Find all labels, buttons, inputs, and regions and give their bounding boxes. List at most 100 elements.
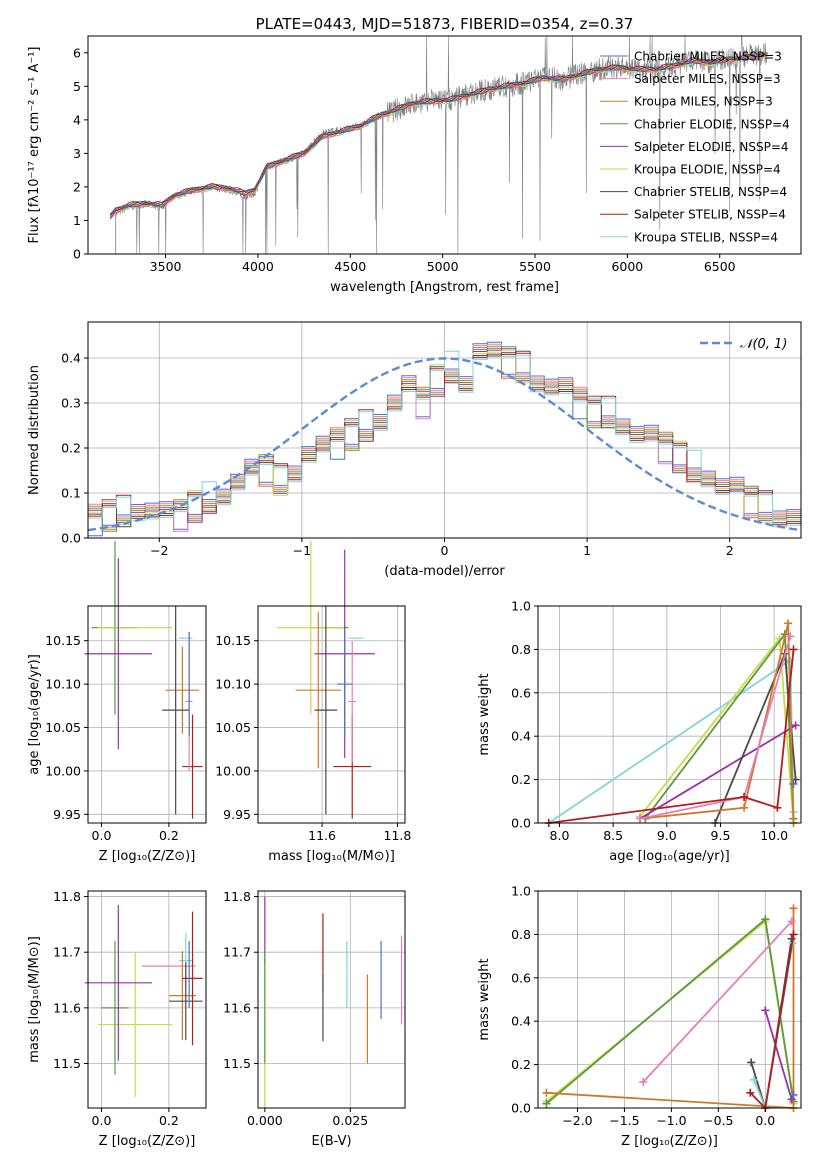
x-tick-label: 0.025 [332, 1113, 368, 1128]
y-tick-label: 0.2 [61, 441, 81, 456]
y-tick-label: 10.00 [45, 763, 81, 778]
weight-line [639, 623, 795, 824]
x-tick-label: 0.2 [159, 828, 179, 843]
weight-marker [747, 1058, 756, 1067]
x-tick-label: 9.5 [711, 828, 731, 843]
plot-area [87, 341, 802, 537]
panel-age-vs-mass: 11.6 11.8 9.95 10.00 10.05 10.10 10.15 mass [lo… [215, 540, 412, 864]
axes-frame [87, 321, 802, 539]
weight-marker [740, 792, 749, 801]
weight-marker [750, 1075, 759, 1084]
panel-residual-histogram: −2 −1 0 1 2 0.0 0.1 0.2 0.3 0.4 (data-model)/error… [27, 321, 802, 579]
axes-frame [537, 605, 802, 824]
plot-area [264, 896, 403, 1108]
x-tick-label: 11.8 [384, 828, 412, 843]
x-tick-label: −2.0 [562, 1113, 592, 1128]
legend-label: Kroupa ELODIE, NSSP=4 [634, 163, 781, 177]
y-tick-label: 0.2 [511, 1057, 531, 1072]
weight-marker [784, 619, 793, 628]
weight-marker [789, 1090, 798, 1099]
y-tick-label: 1.0 [511, 599, 531, 614]
x-tick-label: 4000 [242, 259, 274, 274]
panel-spectrum: 3500 4000 4500 5000 5500 6000 6500 0 1 2 3 4 5 6 wavel… [27, 15, 802, 295]
axes-frame [257, 890, 406, 1109]
y-tick-label: 11.5 [223, 1056, 251, 1071]
legend-label: Salpeter STELIB, NSSP=4 [634, 208, 786, 222]
y-tick-label: 11.7 [223, 945, 251, 960]
weight-marker [773, 803, 782, 812]
weight-marker [789, 930, 798, 939]
x-axis-label: E(B-V) [311, 1134, 351, 1149]
x-tick-label: −1 [293, 543, 311, 558]
x-tick-label: 8.0 [550, 828, 570, 843]
panel-mass-vs-ebv: 0.000 0.025 11.5 11.6 11.7 11.8 E(B-V) [223, 889, 406, 1149]
weight-line [548, 649, 795, 824]
weight-marker [787, 1095, 796, 1104]
weight-line [642, 920, 793, 1083]
y-axis-label: mass weight [477, 673, 492, 755]
legend-label: Kroupa STELIB, NSSP=4 [634, 230, 778, 244]
x-tick-label: 2 [726, 543, 734, 558]
y-tick-label: 10.15 [215, 633, 251, 648]
y-tick-label: 0.6 [511, 685, 531, 700]
plot-area [109, 35, 768, 255]
legend-label: Kroupa MILES, NSSP=3 [634, 95, 773, 109]
x-tick-label: 11.6 [308, 828, 336, 843]
weight-line [644, 631, 795, 820]
histogram-step [88, 350, 801, 528]
plot-area [276, 540, 375, 819]
y-tick-label: 5 [73, 79, 81, 94]
axes-frame [87, 35, 802, 255]
y-tick-label: 4 [73, 112, 81, 127]
x-tick-label: 5000 [427, 259, 459, 274]
panel-age-vs-metallicity: 0.0 0.2 9.95 10.00 10.05 10.10 10.15 Z [log₁₀(Z… [27, 540, 207, 864]
panel-mass-vs-metallicity: 0.0 0.2 11.5 11.6 11.7 11.8 Z [log₁₀(Z/Z⊙)] mas… [27, 889, 207, 1149]
weight-marker [746, 1088, 755, 1097]
x-tick-label: 6000 [611, 259, 643, 274]
axes-frame [537, 890, 802, 1109]
model-line [109, 53, 768, 215]
x-tick-label: 0.000 [247, 1113, 283, 1128]
y-tick-label: 11.8 [223, 889, 251, 904]
legend-label: Chabrier STELIB, NSSP=4 [634, 185, 787, 199]
y-tick-label: 10.10 [45, 677, 81, 692]
legend-label: Chabrier ELODIE, NSSP=4 [634, 117, 790, 131]
legend-label: Chabrier MILES, NSSP=3 [634, 50, 782, 64]
y-tick-label: 0.0 [61, 531, 81, 546]
y-tick-label: 0.2 [511, 772, 531, 787]
normal-reference-curve [87, 357, 802, 532]
weight-line [639, 724, 797, 820]
axes-frame [257, 605, 406, 824]
y-tick-label: 1.0 [511, 884, 531, 899]
weight-marker [787, 917, 796, 926]
y-tick-label: 9.95 [53, 807, 81, 822]
weight-line [764, 1010, 793, 1100]
weight-marker [789, 904, 798, 913]
panel-mass-weight-vs-metallicity: −2.0 −1.5 −1.0 −0.5 0.0 0.0 0.2 0.4 0.6 0.8 1.0 Z [… [477, 884, 802, 1149]
x-tick-label: 10.0 [760, 828, 788, 843]
x-tick-label: 0.2 [159, 1113, 179, 1128]
weight-marker [786, 632, 795, 641]
x-tick-label: 1 [583, 543, 591, 558]
weight-marker [789, 779, 798, 788]
y-tick-label: 0.8 [511, 927, 531, 942]
x-tick-label: 0.0 [92, 1113, 112, 1128]
plot-area [84, 904, 203, 1097]
x-axis-label: Z [log₁₀(Z/Z⊙)] [99, 1134, 196, 1149]
y-tick-label: 11.5 [53, 1056, 81, 1071]
y-tick-label: 0.4 [61, 351, 81, 366]
legend-label: Salpeter ELODIE, NSSP=4 [634, 140, 789, 154]
y-tick-label: 10.15 [45, 633, 81, 648]
plot-area [84, 540, 203, 819]
x-tick-label: −0.5 [703, 1113, 733, 1128]
weight-line [714, 653, 797, 824]
x-tick-label: −1.0 [656, 1113, 686, 1128]
y-tick-label: 0.6 [511, 970, 531, 985]
weight-line [548, 658, 795, 824]
plot-area [544, 619, 800, 827]
x-tick-label: 9.0 [657, 828, 677, 843]
x-axis-label: mass [log₁₀(M/M⊙)] [268, 849, 395, 864]
y-tick-label: 3 [73, 146, 81, 161]
weight-marker [761, 1006, 770, 1015]
